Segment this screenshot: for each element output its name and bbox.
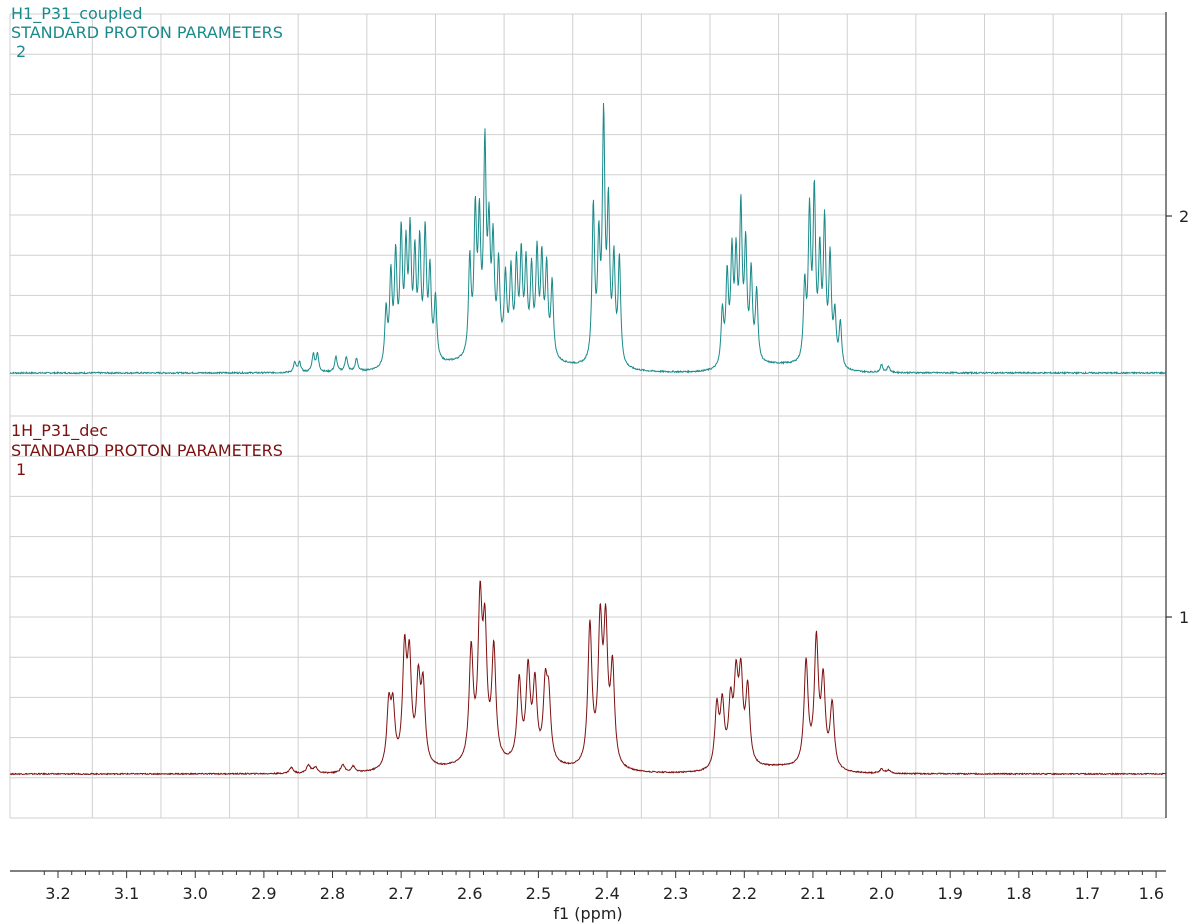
spectrum-2-index-text: 2 [16, 42, 27, 61]
x-tick-label: 2.7 [388, 884, 413, 903]
x-tick-label: 2.2 [732, 884, 757, 903]
grid [9, 13, 1166, 819]
x-tick-label: 3.0 [183, 884, 208, 903]
x-axis: 3.2 3.1 3.0 2.9 2.8 2.7 2.6 2.5 2.4 2.3 2.2 2.1 2.0 1… [10, 870, 1166, 903]
spectrum-2-name: H1_P31_coupled [11, 4, 143, 23]
x-tick-label: 2.1 [800, 884, 825, 903]
y-tick-label: 1 [1179, 608, 1189, 627]
x-tick-label: 3.1 [114, 884, 139, 903]
x-tick-label: 2.3 [663, 884, 688, 903]
spectrum-1-line [9, 580, 1167, 776]
spectrum-2-index: 2 [16, 42, 26, 61]
x-tick-label: 1.9 [937, 884, 962, 903]
y-axis: 21 [1165, 12, 1189, 818]
spectrum-1-index-text: 1 [16, 460, 27, 479]
x-tick-label: 2.0 [869, 884, 894, 903]
x-tick-label: 2.4 [594, 884, 619, 903]
spectrum-1-subtitle: STANDARD PROTON PARAMETERS [11, 441, 283, 460]
spectra [9, 102, 1167, 776]
spectrum-1-index: 1 [16, 460, 26, 479]
x-tick-label: 1.6 [1139, 884, 1164, 903]
spectrum-2-line [9, 102, 1167, 375]
spectrum-1-name: 1H_P31_dec [11, 421, 109, 440]
x-tick-label: 1.8 [1006, 884, 1031, 903]
x-tick-label: 2.5 [526, 884, 551, 903]
x-tick-label: 2.9 [251, 884, 276, 903]
x-tick-label: 2.6 [457, 884, 482, 903]
x-tick-label: 3.2 [45, 884, 70, 903]
spectrum-2-subtitle: STANDARD PROTON PARAMETERS [11, 23, 283, 42]
x-tick-label: 2.8 [320, 884, 345, 903]
x-axis-label: f1 (ppm) [553, 904, 622, 923]
y-tick-label: 2 [1179, 207, 1189, 226]
x-tick-label: 1.7 [1075, 884, 1100, 903]
